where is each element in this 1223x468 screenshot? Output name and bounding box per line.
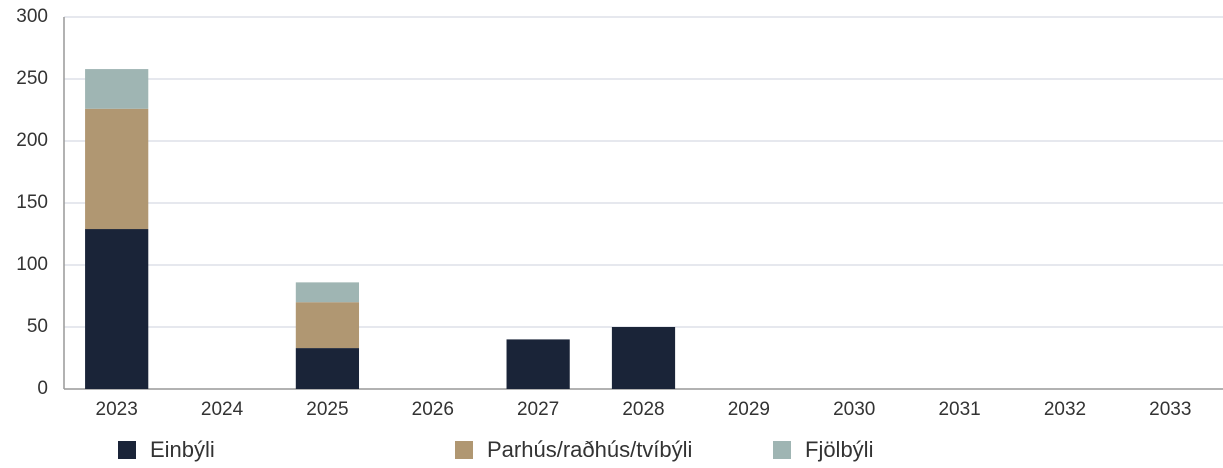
x-tick-label: 2028 [622,399,664,420]
bar-segment [85,69,149,109]
y-tick-label: 150 [16,192,48,213]
bar-segment [611,327,676,389]
legend-swatch [118,441,136,459]
bar-segment [506,339,570,389]
x-tick-label: 2023 [96,399,138,420]
bar-segment [295,348,360,389]
legend-label: Parhús/raðhús/tvíbýli [487,437,692,462]
bar-segment [295,302,360,349]
legend-label: Fjölbýli [805,437,873,462]
bar-segment [85,229,149,389]
y-tick-label: 50 [27,316,48,337]
legend-label: Einbýli [150,437,215,462]
x-tick-label: 2033 [1149,399,1191,420]
x-tick-label: 2029 [728,399,770,420]
x-tick-label: 2025 [306,399,348,420]
y-tick-label: 200 [16,130,48,151]
y-tick-label: 300 [16,6,48,27]
bar-segment [295,282,360,303]
x-tick-label: 2027 [517,399,559,420]
legend-swatch [773,441,791,459]
y-tick-label: 0 [37,378,48,399]
x-tick-label: 2031 [938,399,980,420]
bar-segment [85,108,149,230]
y-tick-label: 100 [16,254,48,275]
x-tick-label: 2030 [833,399,875,420]
x-tick-label: 2032 [1044,399,1086,420]
x-tick-label: 2024 [201,399,244,420]
y-tick-label: 250 [16,68,48,89]
legend-swatch [455,441,473,459]
x-tick-label: 2026 [412,399,454,420]
